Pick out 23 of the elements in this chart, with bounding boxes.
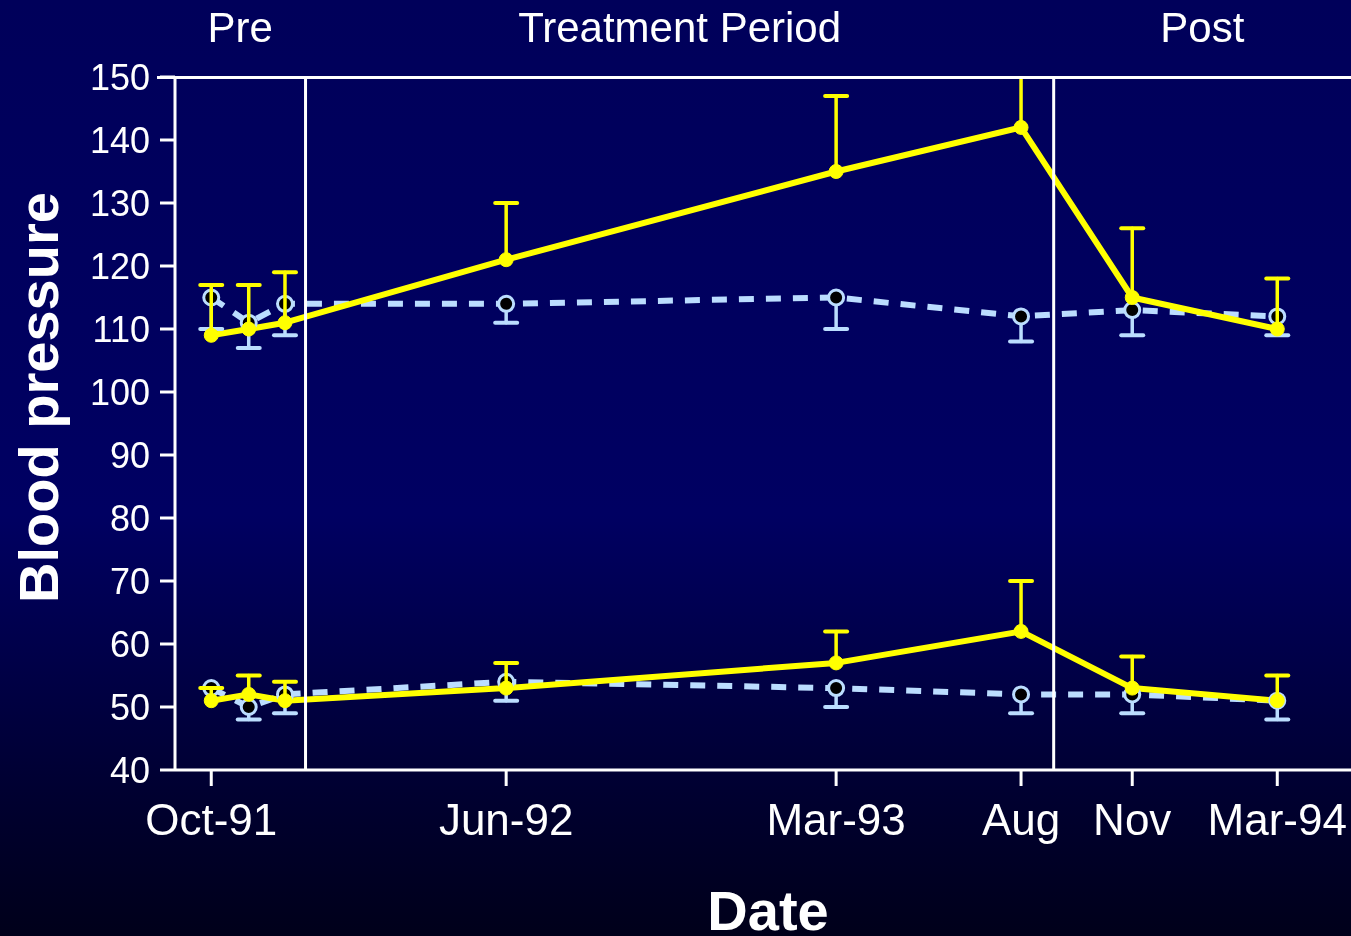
x-tick-label: Oct-91 <box>145 795 278 845</box>
y-tick-label: 50 <box>109 686 150 728</box>
y-tick-label: 90 <box>109 434 150 476</box>
y-tick-label: 120 <box>89 245 150 287</box>
y-tick-label: 60 <box>109 623 150 665</box>
x-tick-label: Aug <box>981 795 1061 845</box>
y-tick-label: 130 <box>89 182 150 224</box>
y-axis-title: Blood pressure <box>6 192 70 603</box>
x-tick-label: Mar-94 <box>1207 795 1347 845</box>
text: Treatment Period <box>518 4 842 52</box>
y-tick-label: 110 <box>92 308 150 350</box>
text: Pre <box>207 4 273 52</box>
y-tick-label: 40 <box>109 749 150 791</box>
y-tick-label: 150 <box>89 56 150 98</box>
x-axis-title: Date <box>707 879 829 936</box>
y-tick-label: 80 <box>109 497 150 539</box>
y-tick-label: 140 <box>89 119 150 161</box>
x-tick-label: Mar-93 <box>766 795 906 845</box>
x-tick-label: Jun-92 <box>438 795 574 845</box>
y-tick-label: 70 <box>109 560 150 602</box>
text: Post <box>1160 4 1245 52</box>
y-tick-label: 100 <box>89 371 150 413</box>
x-tick-label: Nov <box>1093 795 1172 845</box>
